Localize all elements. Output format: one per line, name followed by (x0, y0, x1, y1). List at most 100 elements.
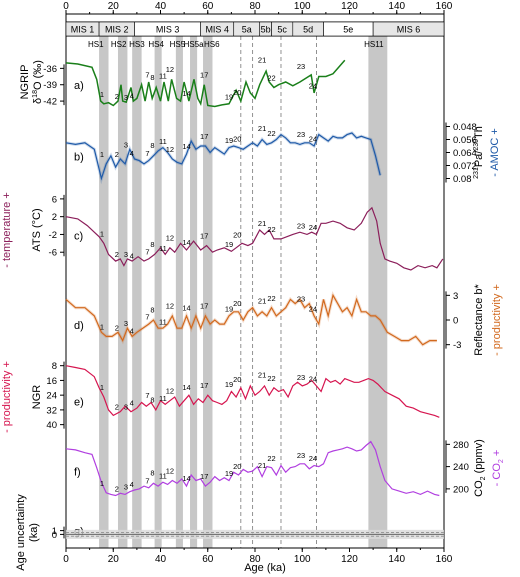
mis-label: 5b (261, 25, 271, 35)
hs-label-HS6: HS6 (204, 40, 220, 49)
event-number-2: 2 (115, 250, 119, 259)
y-tick-label: 0.064 (453, 148, 477, 159)
event-number-19: 19 (225, 92, 233, 101)
dashed-event-lines (240, 36, 317, 548)
y-tick-label: 0.056 (453, 135, 477, 146)
event-number-19: 19 (225, 304, 233, 313)
event-number-20: 20 (233, 88, 241, 97)
hs-label-HS5a: HS5a (184, 40, 205, 49)
y-axis-secondary-label: - temperature + (1, 192, 13, 268)
event-number-17: 17 (200, 472, 208, 481)
event-number-4: 4 (130, 149, 134, 158)
event-number-8: 8 (150, 395, 154, 404)
y-axis-secondary-label: - productivity + (491, 284, 503, 356)
y-axis-label: NGR (31, 385, 43, 410)
event-number-1: 1 (100, 323, 104, 332)
hs-label-HS3: HS3 (129, 40, 145, 49)
y-axis-label: Reflectance b* (473, 284, 485, 356)
event-number-8: 8 (150, 469, 154, 478)
y-tick-label: 24 (46, 391, 57, 402)
y-tick-label: -6 (49, 248, 57, 259)
top-tick-label: 120 (341, 1, 358, 12)
event-number-11: 11 (159, 137, 167, 146)
bottom-tick-label: 80 (249, 554, 261, 565)
event-number-20: 20 (233, 462, 241, 471)
series-line (65, 132, 381, 181)
event-number-12: 12 (166, 302, 174, 311)
event-number-8: 8 (150, 305, 154, 314)
hs-band-HS2 (117, 36, 128, 548)
event-number-24: 24 (309, 82, 317, 91)
bottom-tick-label: 0 (63, 554, 69, 565)
event-number-21: 21 (258, 371, 266, 380)
top-tick-label: 60 (202, 1, 214, 12)
top-tick-label: 80 (249, 1, 261, 12)
y-tick-label: 200 (453, 484, 469, 495)
event-number-11: 11 (159, 71, 167, 80)
event-number-14: 14 (182, 142, 190, 151)
event-number-14: 14 (182, 304, 190, 313)
event-number-7: 7 (145, 476, 149, 485)
panel-g: 01g)Age uncertainty(ka) (15, 494, 444, 571)
event-number-22: 22 (267, 374, 275, 383)
top-tick-label: 100 (294, 1, 311, 12)
bottom-tick-label: 140 (388, 554, 405, 565)
event-number-4: 4 (130, 91, 134, 100)
event-number-2: 2 (115, 403, 119, 412)
event-number-8: 8 (150, 240, 154, 249)
hs-band-HS5 (175, 36, 183, 548)
event-number-19: 19 (225, 240, 233, 249)
event-number-17: 17 (200, 132, 208, 141)
y-axis-label: Age uncertainty (15, 494, 27, 571)
event-number-3: 3 (124, 483, 128, 492)
event-number-8: 8 (150, 73, 154, 82)
event-number-1: 1 (100, 230, 104, 239)
x-axis-label: Age (ka) (244, 562, 286, 574)
event-number-12: 12 (166, 65, 174, 74)
bottom-tick-label: 40 (155, 554, 167, 565)
top-tick-label: 20 (108, 1, 120, 12)
event-number-17: 17 (200, 302, 208, 311)
event-number-3: 3 (124, 93, 128, 102)
bottom-tick-label: 20 (108, 554, 120, 565)
y-tick-label: -3 (453, 340, 461, 351)
event-number-11: 11 (159, 472, 167, 481)
event-number-21: 21 (258, 56, 266, 65)
event-number-24: 24 (309, 454, 317, 463)
y-tick-label: 0.08 (453, 174, 472, 185)
y-tick-label: 240 (453, 462, 469, 473)
event-number-12: 12 (166, 145, 174, 154)
event-number-22: 22 (267, 74, 275, 83)
y-tick-label: 0.048 (453, 122, 477, 133)
event-number-2: 2 (115, 150, 119, 159)
event-number-4: 4 (130, 480, 134, 489)
panel-letter: f) (74, 467, 81, 479)
mis-label: 5d (303, 25, 313, 35)
event-number-7: 7 (145, 149, 149, 158)
event-number-17: 17 (200, 381, 208, 390)
y-tick-label: 1 (52, 526, 57, 537)
mis-label: MIS 2 (105, 25, 129, 35)
top-tick-label: 160 (436, 1, 453, 12)
y-axis-label-line2: (ka) (28, 523, 40, 542)
event-number-2: 2 (115, 484, 119, 493)
y-tick-label: 32 (46, 405, 57, 416)
series-line (65, 59, 346, 108)
hs-label-HS2: HS2 (111, 40, 127, 49)
event-number-24: 24 (309, 135, 317, 144)
event-number-1: 1 (100, 150, 104, 159)
hs-label-HS4: HS4 (148, 40, 164, 49)
event-number-14: 14 (182, 238, 190, 247)
y-tick-label: 0 (453, 316, 458, 327)
hs-band-HS5a (190, 36, 198, 548)
event-number-23: 23 (297, 221, 305, 230)
y-tick-label: 3 (453, 291, 458, 302)
